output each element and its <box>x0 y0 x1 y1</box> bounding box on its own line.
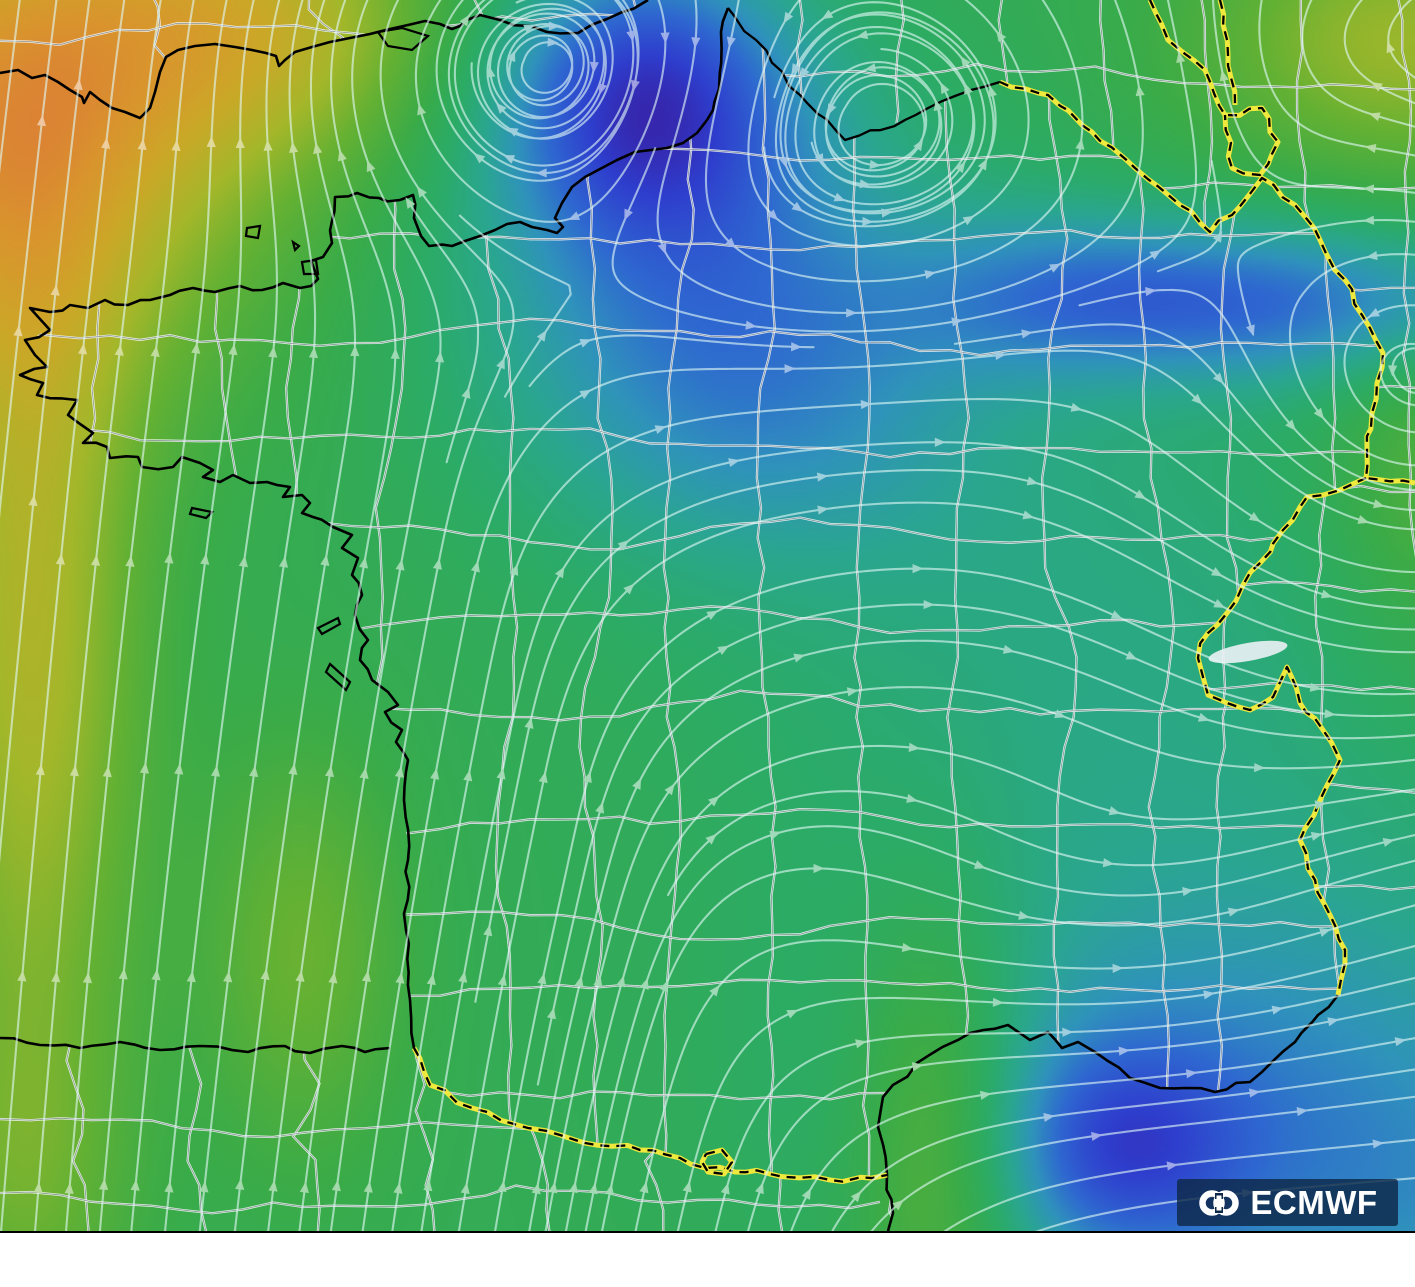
map-overlay-svg <box>0 0 1415 1231</box>
ecmwf-logo-box: ECMWF <box>1177 1179 1398 1226</box>
map-container: ECMWF <box>0 0 1415 1233</box>
ecmwf-logo-icon <box>1199 1189 1240 1216</box>
ecmwf-logo-text: ECMWF <box>1250 1184 1378 1221</box>
legend-footer: 1.71 km/h 010203040506070809010011012013… <box>0 1233 1415 1287</box>
